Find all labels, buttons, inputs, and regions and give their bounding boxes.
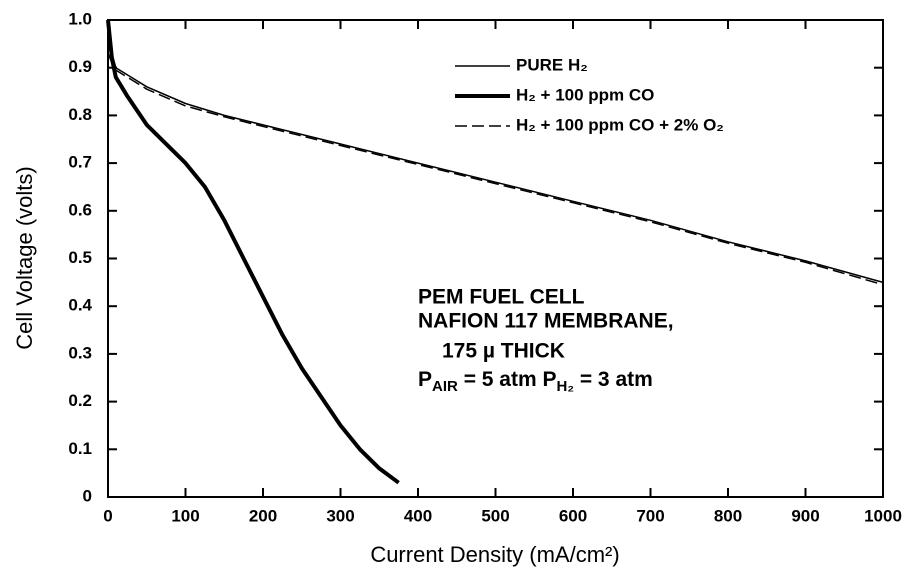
legend-label: H₂ + 100 ppm CO xyxy=(516,85,654,104)
x-tick-label: 300 xyxy=(326,506,354,525)
y-tick-label: 0 xyxy=(83,486,92,505)
x-tick-label: 0 xyxy=(103,506,112,525)
annotation: PEM FUEL CELL xyxy=(418,286,585,309)
x-tick-label: 700 xyxy=(636,506,664,525)
y-tick-label: 0.7 xyxy=(68,153,92,172)
y-tick-label: 0.5 xyxy=(68,248,92,267)
series-line xyxy=(106,19,400,485)
x-tick-label: 200 xyxy=(249,506,277,525)
y-axis-label: Cell Voltage (volts) xyxy=(12,166,37,349)
y-tick-label: 0.4 xyxy=(68,296,92,315)
x-tick-label: 100 xyxy=(171,506,199,525)
y-tick-label: 0.2 xyxy=(68,391,92,410)
annotation: H₂ xyxy=(557,378,575,395)
x-tick-label: 900 xyxy=(791,506,819,525)
y-tick-label: 0.9 xyxy=(68,57,92,76)
x-tick-label: 1000 xyxy=(864,506,902,525)
annotation: = 3 atm xyxy=(574,368,653,391)
annotation: P xyxy=(418,368,432,391)
legend-label: H₂ + 100 ppm CO + 2% O₂ xyxy=(516,115,724,134)
annotation: NAFION 117 MEMBRANE, xyxy=(418,310,674,333)
annotation: = 5 atm P xyxy=(458,368,557,391)
annotation: AIR xyxy=(432,378,458,395)
x-tick-label: 500 xyxy=(481,506,509,525)
y-tick-label: 0.1 xyxy=(68,439,92,458)
x-tick-label: 400 xyxy=(404,506,432,525)
series-line xyxy=(107,53,884,286)
x-axis-label: Current Density (mA/cm²) xyxy=(370,542,619,567)
y-tick-label: 1.0 xyxy=(68,9,92,28)
y-tick-label: 0.3 xyxy=(68,343,92,362)
plot-frame xyxy=(107,19,884,498)
series-line xyxy=(107,24,884,284)
x-tick-label: 600 xyxy=(559,506,587,525)
x-tick-label: 800 xyxy=(714,506,742,525)
legend-label: PURE H₂ xyxy=(516,55,588,74)
y-tick-label: 0.8 xyxy=(68,105,92,124)
y-tick-label: 0.6 xyxy=(68,200,92,219)
annotation: 175 µ THICK xyxy=(442,340,565,363)
annotation: PAIR = 5 atm PH₂ = 3 atm xyxy=(418,368,653,395)
